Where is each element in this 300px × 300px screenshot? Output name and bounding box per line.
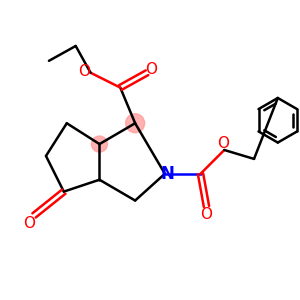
Text: O: O <box>200 207 212 222</box>
Circle shape <box>92 136 107 152</box>
Text: O: O <box>146 62 158 77</box>
Text: O: O <box>24 216 36 231</box>
Text: O: O <box>217 136 229 151</box>
Text: N: N <box>160 165 174 183</box>
Text: O: O <box>78 64 90 79</box>
Circle shape <box>126 114 145 133</box>
